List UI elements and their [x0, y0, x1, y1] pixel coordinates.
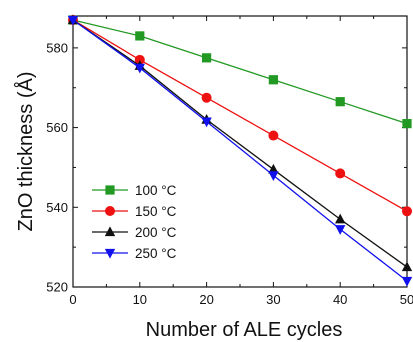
legend-label: 150 °C — [135, 204, 177, 219]
data-point — [268, 75, 278, 85]
axis-ticks: 0 10 20 30 40 50 520 540 560 580 — [46, 16, 413, 307]
data-point — [201, 117, 212, 128]
legend: 100 °C 150 °C 200 °C 250 °C — [92, 183, 177, 261]
x-tick-label: 50 — [400, 292, 413, 307]
data-point — [401, 276, 413, 287]
data-point — [335, 225, 346, 235]
legend-item: 250 °C — [92, 246, 177, 261]
x-tick-label: 40 — [333, 292, 347, 307]
legend-marker — [105, 206, 115, 216]
data-point — [268, 130, 279, 141]
series-1 — [68, 14, 412, 217]
y-axis-title: ZnO thickness (Å) — [14, 71, 37, 231]
y-tick-label: 540 — [46, 200, 68, 215]
legend-marker — [105, 185, 115, 195]
legend-label: 100 °C — [135, 183, 177, 198]
series-3 — [67, 15, 413, 287]
data-point — [135, 31, 145, 41]
x-tick-label: 30 — [266, 292, 280, 307]
data-point — [402, 206, 412, 217]
legend-item: 100 °C — [92, 183, 177, 198]
y-tick-label: 560 — [46, 120, 68, 135]
data-point — [335, 213, 346, 224]
data-point — [202, 53, 212, 63]
series-line — [72, 19, 408, 212]
data-point — [268, 163, 279, 174]
legend-marker — [104, 226, 116, 237]
legend-label: 250 °C — [135, 246, 177, 261]
data-point — [402, 119, 412, 129]
data-point — [134, 63, 145, 74]
data-point — [134, 54, 145, 65]
series-group — [67, 14, 413, 287]
x-tick-label: 20 — [199, 292, 213, 307]
legend-label: 200 °C — [135, 225, 177, 240]
series-line — [72, 19, 408, 268]
data-point — [67, 15, 79, 26]
x-tick-label: 10 — [133, 292, 147, 307]
y-tick-label: 580 — [46, 40, 68, 55]
x-tick-label: 0 — [69, 292, 76, 307]
data-point — [268, 171, 279, 182]
x-axis-title: Number of ALE cycles — [146, 319, 343, 341]
data-point — [401, 261, 413, 272]
y-tick-label: 520 — [46, 280, 68, 295]
series-0 — [68, 15, 412, 129]
data-point — [201, 92, 212, 103]
legend-item: 200 °C — [92, 225, 177, 240]
legend-marker — [104, 248, 116, 259]
legend-item: 150 °C — [92, 204, 177, 219]
data-point — [335, 97, 345, 107]
series-line — [72, 19, 408, 282]
series-line — [72, 19, 408, 125]
data-point — [335, 168, 346, 179]
